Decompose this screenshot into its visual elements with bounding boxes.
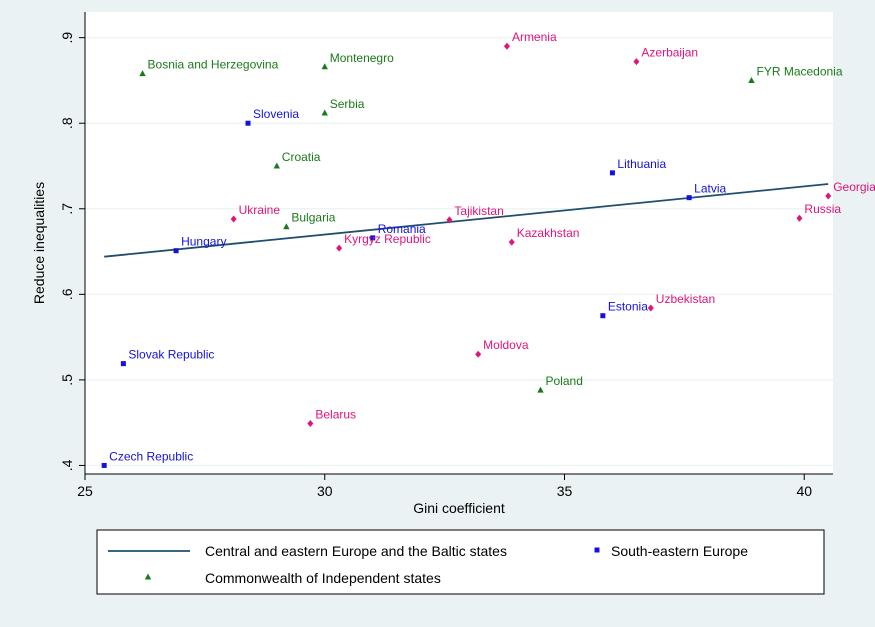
- label-croatia: Croatia: [282, 150, 321, 164]
- label-montenegro: Montenegro: [330, 51, 394, 65]
- point-tajikistan: [446, 216, 453, 224]
- label-azerbaijan: Azerbaijan: [641, 46, 698, 60]
- legend-label-fit: Central and eastern Europe and the Balti…: [205, 543, 507, 559]
- point-lithuania: [609, 170, 615, 176]
- fit-line-layer: [104, 183, 829, 258]
- point-kazakhstan: [508, 238, 515, 246]
- y-tick-label: .5: [59, 374, 75, 386]
- point-georgia: [825, 192, 832, 200]
- y-axis-title: Reduce inequalities: [31, 182, 47, 304]
- point-latvia: [686, 195, 692, 201]
- label-georgia: Georgia: [833, 180, 875, 194]
- grid-lines: [85, 37, 833, 467]
- point-bulgaria: [283, 223, 290, 230]
- label-lithuania: Lithuania: [617, 157, 666, 171]
- point-bosnia-and-herzegovina: [139, 70, 146, 77]
- point-ukraine: [230, 215, 237, 223]
- label-russia: Russia: [804, 202, 841, 216]
- x-axis-title: Gini coefficient: [413, 500, 505, 516]
- label-moldova: Moldova: [483, 338, 529, 352]
- point-montenegro: [321, 63, 328, 70]
- y-tick-label: .7: [59, 203, 75, 215]
- label-slovak-republic: Slovak Republic: [128, 348, 214, 362]
- point-azerbaijan: [633, 58, 640, 66]
- legend-triangle-swatch: [144, 573, 152, 580]
- point-labels: Slovenia Lithuania Latvia Hungary Romania Est…: [109, 30, 875, 463]
- point-belarus: [307, 420, 314, 428]
- point-serbia: [321, 109, 328, 116]
- label-fyr-macedonia: FYR Macedonia: [756, 64, 842, 78]
- label-serbia: Serbia: [330, 97, 365, 111]
- point-hungary: [173, 248, 179, 254]
- point-croatia: [273, 162, 280, 169]
- legend: Central and eastern Europe and the Balti…: [108, 543, 748, 586]
- y-tick-label: .4: [59, 459, 75, 471]
- point-slovak-republic: [120, 361, 126, 367]
- x-tick-label: 35: [557, 483, 573, 499]
- label-romania: Romania: [378, 222, 426, 236]
- label-poland: Poland: [546, 374, 583, 388]
- label-slovenia: Slovenia: [253, 107, 299, 121]
- y-tick-label: .9: [59, 32, 75, 44]
- x-tick-label: 25: [77, 483, 93, 499]
- point-moldova: [475, 350, 482, 358]
- point-uzbekistan: [647, 304, 654, 312]
- point-poland: [537, 386, 544, 393]
- label-ukraine: Ukraine: [239, 203, 281, 217]
- legend-label-south-eastern-europe: South-eastern Europe: [611, 543, 748, 559]
- label-bulgaria: Bulgaria: [291, 211, 335, 225]
- legend-square-swatch: [594, 547, 600, 553]
- y-tick-label: .6: [59, 288, 75, 300]
- point-czech-republic: [101, 462, 107, 468]
- plot-area: [85, 12, 833, 474]
- x-tick-label: 40: [796, 483, 812, 499]
- point-armenia: [503, 42, 510, 50]
- label-bosnia-and-herzegovina: Bosnia and Herzegovina: [148, 58, 279, 72]
- point-kyrgyz-republic: [336, 244, 343, 252]
- legend-label-cis: Commonwealth of Independent states: [205, 570, 441, 586]
- point-russia: [796, 214, 803, 222]
- label-kazakhstan: Kazakhstan: [517, 226, 580, 240]
- label-armenia: Armenia: [512, 30, 557, 44]
- point-estonia: [600, 313, 606, 319]
- axes: .4 .5 .6 .7 .8 .9 25 30 35 40: [59, 12, 833, 499]
- label-tajikistan: Tajikistan: [454, 204, 503, 218]
- y-tick-label: .8: [59, 117, 75, 129]
- point-slovenia: [245, 120, 251, 126]
- label-kyrgyz-republic: Kyrgyz Republic: [344, 232, 431, 246]
- fit-line: [104, 183, 829, 258]
- label-belarus: Belarus: [315, 408, 356, 422]
- data-points: [101, 42, 832, 468]
- point-romania: [370, 235, 376, 241]
- label-estonia: Estonia: [608, 300, 648, 314]
- label-hungary: Hungary: [181, 235, 226, 249]
- label-czech-republic: Czech Republic: [109, 449, 193, 463]
- legend-box: [96, 529, 825, 595]
- label-latvia: Latvia: [694, 182, 726, 196]
- x-tick-label: 30: [317, 483, 333, 499]
- point-fyr-macedonia: [748, 76, 755, 83]
- label-uzbekistan: Uzbekistan: [656, 292, 715, 306]
